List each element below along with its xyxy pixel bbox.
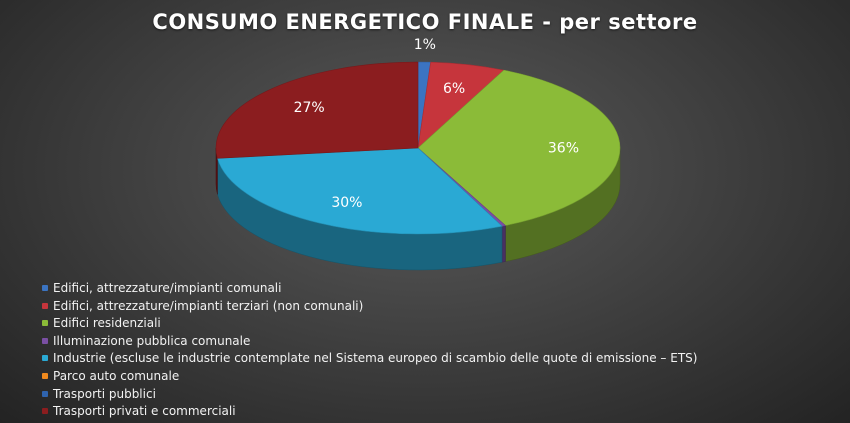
legend-swatch xyxy=(42,285,48,291)
legend-item: Edifici, attrezzature/impianti comunali xyxy=(42,280,697,298)
legend-item: Trasporti privati e commerciali xyxy=(42,403,697,421)
legend-swatch xyxy=(42,302,48,309)
legend-item: Illuminazione pubblica comunale xyxy=(42,333,697,351)
legend-swatch xyxy=(42,337,48,344)
legend-item: Edifici residenziali xyxy=(42,315,697,333)
pie-data-label-4: 30% xyxy=(331,195,362,211)
legend-item: Industrie (escluse le industrie contempl… xyxy=(42,350,697,368)
pie-data-label-2: 36% xyxy=(548,141,579,157)
legend-label: Edifici, attrezzature/impianti terziari … xyxy=(53,298,364,313)
legend-label: Illuminazione pubblica comunale xyxy=(53,333,251,348)
legend-label: Parco auto comunale xyxy=(53,368,180,383)
pie-side-3 xyxy=(501,225,506,263)
pie-side-walls xyxy=(215,147,621,271)
legend-swatch xyxy=(42,408,48,415)
legend-label: Trasporti pubblici xyxy=(53,386,156,401)
pie-data-label-0: 1% xyxy=(414,37,436,53)
pie-data-label-7: 27% xyxy=(294,100,325,116)
legend-label: Trasporti privati e commerciali xyxy=(53,404,236,419)
legend-item: Edifici, attrezzature/impianti terziari … xyxy=(42,298,697,316)
legend-swatch xyxy=(42,355,48,362)
pie-top-slices xyxy=(215,61,621,235)
legend-item: Parco auto comunale xyxy=(42,368,697,386)
legend-swatch xyxy=(42,390,48,397)
legend-label: Edifici residenziali xyxy=(53,316,161,331)
legend-swatch xyxy=(42,372,48,379)
legend-label: Industrie (escluse le industrie contempl… xyxy=(53,351,698,366)
pie-slice-7 xyxy=(215,61,419,159)
pie-data-labels: 1% 6% 36% 30% 27% xyxy=(294,37,579,211)
pie-data-label-1: 6% xyxy=(443,81,465,97)
legend-swatch xyxy=(42,320,48,327)
legend: Edifici, attrezzature/impianti comunali E… xyxy=(42,280,697,421)
pie-slice-4 xyxy=(217,147,503,235)
legend-item: Trasporti pubblici xyxy=(42,386,697,404)
pie-slice-2 xyxy=(417,69,621,226)
chart-title: CONSUMO ENERGETICO FINALE - per settore xyxy=(152,10,698,34)
legend-label: Edifici, attrezzature/impianti comunali xyxy=(53,281,282,295)
